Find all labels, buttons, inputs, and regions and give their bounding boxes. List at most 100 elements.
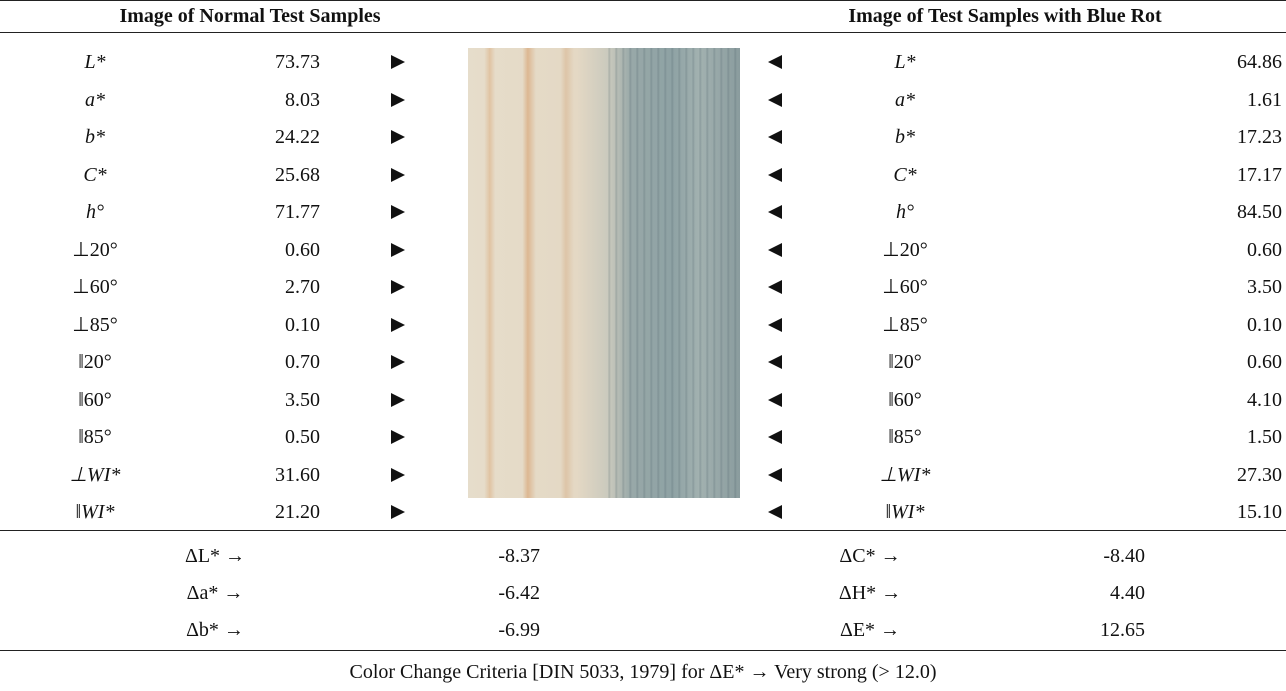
arrow-shape xyxy=(768,243,782,257)
arrow-shape xyxy=(768,505,782,519)
right-parameter: ‖WI* xyxy=(886,500,925,524)
right-parameter: C* xyxy=(893,163,916,187)
right-parameter: ⊥WI* xyxy=(880,463,931,487)
body-rule xyxy=(0,530,1286,531)
arrow-shape xyxy=(391,468,405,482)
left-value: 71.77 xyxy=(275,200,320,224)
delta-value: -8.37 xyxy=(498,544,540,568)
delta-label: Δb* → xyxy=(186,618,244,642)
delta-label: ΔE* → xyxy=(840,618,900,642)
left-value: 0.70 xyxy=(285,350,320,374)
left-parameter: a* xyxy=(85,88,105,112)
right-value: 3.50 xyxy=(1247,275,1282,299)
arrow xyxy=(767,92,783,108)
arrow xyxy=(767,392,783,408)
left-value: 0.10 xyxy=(285,313,320,337)
header-rule xyxy=(0,32,1286,33)
arrow-shape xyxy=(391,130,405,144)
arrow xyxy=(390,317,406,333)
right-value: 15.10 xyxy=(1237,500,1282,524)
arrow xyxy=(767,242,783,258)
arrow-shape xyxy=(768,280,782,294)
sample-image xyxy=(468,48,740,498)
delta-label: ΔL* → xyxy=(185,544,245,568)
left-value: 2.70 xyxy=(285,275,320,299)
left-parameter: L* xyxy=(84,50,105,74)
right-parameter: ⊥20° xyxy=(882,238,927,262)
delta-label: ΔH* → xyxy=(839,581,901,605)
delta-value: -6.42 xyxy=(498,581,540,605)
delta-value: -6.99 xyxy=(498,618,540,642)
right-value: 0.10 xyxy=(1247,313,1282,337)
right-value: 17.17 xyxy=(1237,163,1282,187)
arrow xyxy=(390,392,406,408)
arrow-shape xyxy=(391,280,405,294)
right-value: 17.23 xyxy=(1237,125,1282,149)
arrow xyxy=(767,429,783,445)
delta-label: Δa* → xyxy=(187,581,244,605)
arrow xyxy=(390,167,406,183)
arrow xyxy=(390,92,406,108)
arrow xyxy=(767,354,783,370)
arrow-shape xyxy=(391,355,405,369)
left-parameter: ‖85° xyxy=(78,425,112,449)
arrow-shape xyxy=(391,55,405,69)
left-parameter: ‖20° xyxy=(78,350,112,374)
arrow-shape xyxy=(391,430,405,444)
left-parameter: h° xyxy=(86,200,104,224)
arrow xyxy=(390,354,406,370)
left-value: 8.03 xyxy=(285,88,320,112)
right-value: 27.30 xyxy=(1237,463,1282,487)
arrow xyxy=(767,167,783,183)
left-value: 24.22 xyxy=(275,125,320,149)
right-value: 0.60 xyxy=(1247,238,1282,262)
right-parameter: b* xyxy=(895,125,915,149)
left-parameter: ‖WI* xyxy=(76,500,115,524)
left-parameter: b* xyxy=(85,125,105,149)
left-parameter: ‖60° xyxy=(78,388,112,412)
left-parameter: ⊥85° xyxy=(72,313,117,337)
arrow xyxy=(390,504,406,520)
arrow xyxy=(390,54,406,70)
delta-value: -8.40 xyxy=(1103,544,1145,568)
left-value: 0.50 xyxy=(285,425,320,449)
arrow-shape xyxy=(391,243,405,257)
arrow-shape xyxy=(391,393,405,407)
arrow-shape xyxy=(768,205,782,219)
right-value: 0.60 xyxy=(1247,350,1282,374)
left-value: 31.60 xyxy=(275,463,320,487)
right-value: 84.50 xyxy=(1237,200,1282,224)
table-page: Image of Normal Test Samples Image of Te… xyxy=(0,0,1286,691)
footer-note: Color Change Criteria [DIN 5033, 1979] f… xyxy=(349,660,936,684)
arrow xyxy=(390,279,406,295)
arrow-shape xyxy=(768,93,782,107)
arrow xyxy=(767,129,783,145)
right-value: 1.50 xyxy=(1247,425,1282,449)
left-parameter: ⊥WI* xyxy=(70,463,121,487)
right-value: 4.10 xyxy=(1247,388,1282,412)
right-parameter: h° xyxy=(896,200,914,224)
right-parameter: ⊥85° xyxy=(882,313,927,337)
delta-rule xyxy=(0,650,1286,651)
left-value: 25.68 xyxy=(275,163,320,187)
left-value: 0.60 xyxy=(285,238,320,262)
arrow-shape xyxy=(391,93,405,107)
right-parameter: a* xyxy=(895,88,915,112)
left-value: 21.20 xyxy=(275,500,320,524)
right-value: 1.61 xyxy=(1247,88,1282,112)
arrow xyxy=(767,279,783,295)
arrow xyxy=(390,204,406,220)
arrow xyxy=(767,317,783,333)
arrow xyxy=(767,54,783,70)
arrow xyxy=(390,467,406,483)
arrow xyxy=(390,129,406,145)
left-value: 73.73 xyxy=(275,50,320,74)
arrow-shape xyxy=(768,430,782,444)
arrow-shape xyxy=(768,318,782,332)
right-parameter: ‖60° xyxy=(888,388,922,412)
arrow-shape xyxy=(391,505,405,519)
left-parameter: ⊥20° xyxy=(72,238,117,262)
right-parameter: ‖20° xyxy=(888,350,922,374)
arrow-shape xyxy=(768,468,782,482)
arrow xyxy=(390,429,406,445)
